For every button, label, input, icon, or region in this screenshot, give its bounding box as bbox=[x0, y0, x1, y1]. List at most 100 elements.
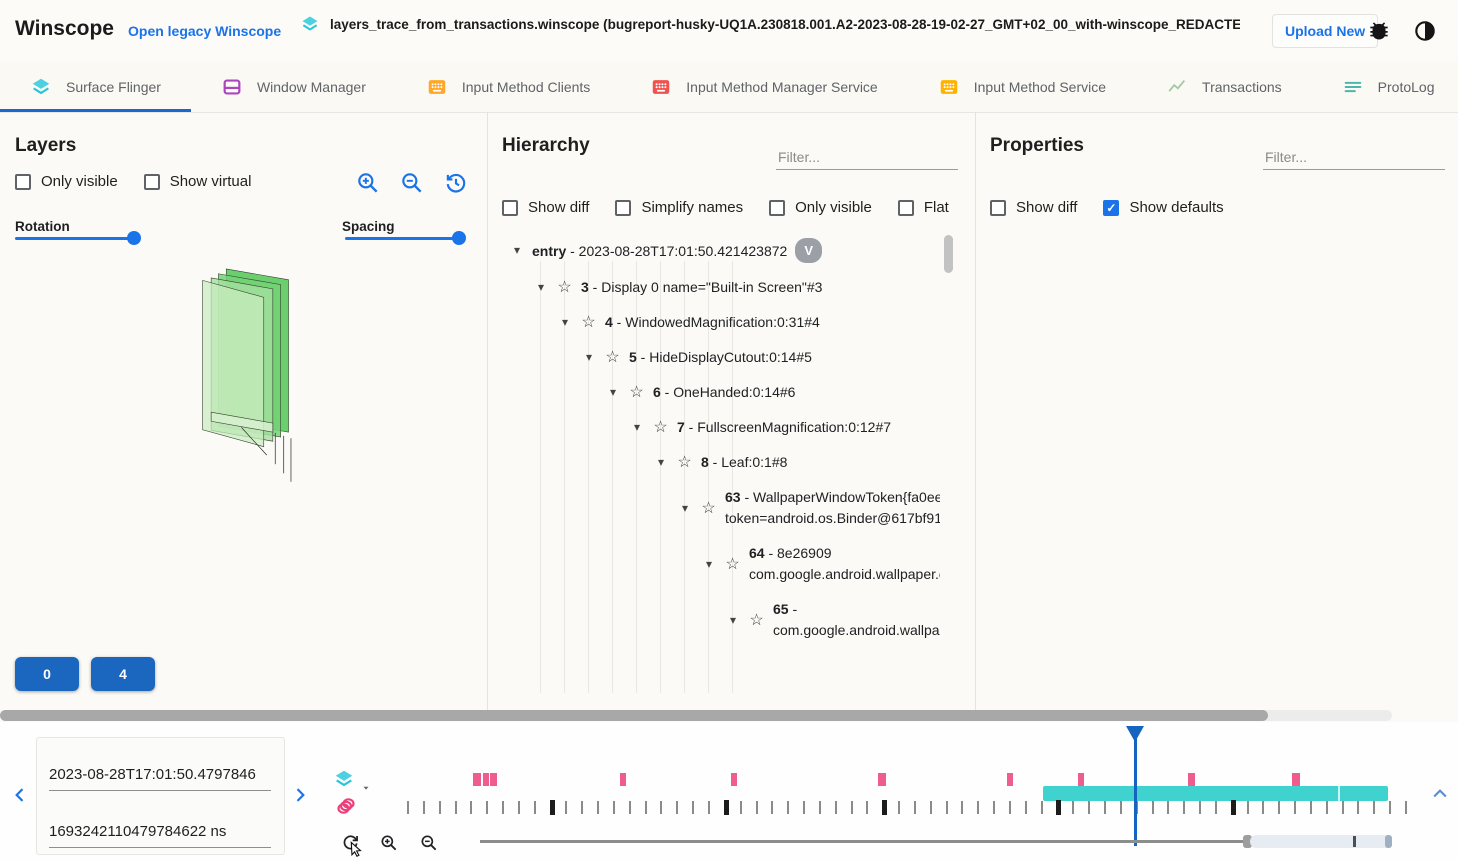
tree-node-entry[interactable]: ▾ entry - 2023-08-28T17:01:50.421423872 V bbox=[502, 231, 940, 270]
trace-entry-tick[interactable] bbox=[1025, 801, 1027, 814]
trace-entry-tick[interactable] bbox=[550, 800, 555, 815]
properties-filter-input[interactable] bbox=[1263, 145, 1445, 170]
timeline-cursor-head[interactable] bbox=[1126, 726, 1144, 742]
report-bug-icon[interactable] bbox=[1366, 18, 1392, 44]
trace-entry-tick[interactable] bbox=[898, 801, 900, 814]
layer-id-button-0[interactable]: 0 bbox=[15, 657, 79, 691]
expand-caret-icon[interactable]: ▾ bbox=[657, 455, 665, 469]
range-track[interactable] bbox=[1250, 835, 1392, 848]
tree-node-4[interactable]: ▾ ☆ 4 - WindowedMagnification:0:31#4 bbox=[502, 305, 940, 340]
trace-entry-tick[interactable] bbox=[787, 801, 789, 814]
open-legacy-link[interactable]: Open legacy Winscope bbox=[128, 23, 282, 39]
transitions-trace-icon[interactable] bbox=[334, 794, 358, 818]
zoom-in-icon[interactable] bbox=[355, 170, 381, 196]
tree-node-63[interactable]: ▾ ☆ 63 - WallpaperWindowToken{fa0eef6 toke… bbox=[502, 480, 940, 536]
trace-entry-tick[interactable] bbox=[740, 801, 742, 814]
trace-entry-tick[interactable] bbox=[1231, 800, 1236, 815]
trace-entry-tick[interactable] bbox=[455, 801, 457, 814]
checkbox-only-visible[interactable]: Only visible bbox=[769, 199, 872, 216]
trace-entry-tick[interactable] bbox=[803, 801, 805, 814]
expand-caret-icon[interactable]: ▾ bbox=[513, 243, 521, 257]
trace-entry-tick[interactable] bbox=[1262, 801, 1264, 814]
layers-trace-icon[interactable] bbox=[333, 768, 355, 790]
checkbox-show-virtual[interactable]: Show virtual bbox=[143, 173, 251, 190]
transition-marker[interactable] bbox=[1292, 773, 1300, 786]
upload-new-button[interactable]: Upload New bbox=[1272, 14, 1379, 48]
layers-trace-segment[interactable] bbox=[1043, 786, 1388, 801]
rotation-slider-thumb[interactable] bbox=[127, 231, 141, 245]
trace-entry-tick[interactable] bbox=[1405, 801, 1407, 814]
expand-caret-icon[interactable]: ▾ bbox=[705, 556, 713, 571]
tab-transactions[interactable]: Transactions bbox=[1136, 62, 1312, 112]
trace-entry-tick[interactable] bbox=[439, 801, 441, 814]
transition-marker[interactable] bbox=[483, 773, 489, 786]
checkbox-flat[interactable]: Flat bbox=[897, 199, 949, 216]
pin-star-icon[interactable]: ☆ bbox=[701, 499, 716, 517]
checkbox-box[interactable] bbox=[143, 173, 160, 190]
layers-3d-view[interactable]: ScreenDecorHwcOverlay#62NavigationBar0#8… bbox=[0, 255, 487, 860]
checkbox-box[interactable] bbox=[502, 199, 518, 216]
range-handle-right[interactable] bbox=[1385, 835, 1392, 848]
checkbox-only-visible[interactable]: Only visible bbox=[15, 173, 118, 190]
trace-entry-tick[interactable] bbox=[1294, 801, 1296, 814]
tree-node-7[interactable]: ▾ ☆ 7 - FullscreenMagnification:0:12#7 bbox=[502, 410, 940, 445]
tab-input-method-clients[interactable]: Input Method Clients bbox=[396, 62, 620, 112]
tree-node-8[interactable]: ▾ ☆ 8 - Leaf:0:1#8 bbox=[502, 445, 940, 480]
trace-entry-tick[interactable] bbox=[851, 801, 853, 814]
spacing-slider-thumb[interactable] bbox=[452, 231, 466, 245]
trace-entry-tick[interactable] bbox=[914, 801, 916, 814]
checkbox-box[interactable] bbox=[615, 199, 632, 216]
prev-entry-icon[interactable] bbox=[10, 785, 30, 805]
expand-caret-icon[interactable]: ▾ bbox=[729, 612, 737, 627]
expand-caret-icon[interactable]: ▾ bbox=[561, 315, 569, 329]
trace-select-caret-icon[interactable] bbox=[360, 780, 372, 790]
timeline-zoom-in-icon[interactable] bbox=[379, 833, 399, 853]
range-handle-left[interactable] bbox=[1243, 835, 1252, 848]
tree-node-3[interactable]: ▾ ☆ 3 - Display 0 name="Built-in Screen"#3 bbox=[502, 270, 940, 305]
tab-input-method-service[interactable]: Input Method Service bbox=[908, 62, 1136, 112]
trace-entry-tick[interactable] bbox=[534, 801, 536, 814]
trace-entry-tick[interactable] bbox=[1326, 801, 1328, 814]
timeline-range-line[interactable] bbox=[480, 840, 1243, 843]
tab-input-method-manager-service[interactable]: Input Method Manager Service bbox=[620, 62, 907, 112]
pin-star-icon[interactable]: ☆ bbox=[557, 279, 572, 296]
next-entry-icon[interactable] bbox=[290, 785, 310, 805]
trace-entry-tick[interactable] bbox=[1120, 801, 1122, 814]
trace-entry-tick[interactable] bbox=[1247, 801, 1249, 814]
trace-entry-tick[interactable] bbox=[1278, 801, 1280, 814]
trace-entry-tick[interactable] bbox=[1056, 800, 1061, 815]
tree-node-65[interactable]: ▾ ☆ 65 - com.google.android.wallpaper.effe… bbox=[502, 592, 940, 648]
expand-caret-icon[interactable]: ▾ bbox=[585, 350, 593, 364]
timestamp-human-field[interactable]: 2023-08-28T17:01:50.4797846 bbox=[49, 766, 271, 791]
rotation-slider[interactable] bbox=[15, 231, 141, 245]
transition-marker[interactable] bbox=[1078, 773, 1084, 786]
trace-entry-tick[interactable] bbox=[1072, 801, 1074, 814]
transition-marker[interactable] bbox=[473, 773, 481, 786]
pin-star-icon[interactable]: ☆ bbox=[677, 454, 692, 471]
trace-entry-tick[interactable] bbox=[613, 801, 615, 814]
trace-entry-tick[interactable] bbox=[1152, 801, 1154, 814]
pin-star-icon[interactable]: ☆ bbox=[653, 419, 668, 436]
trace-entry-tick[interactable] bbox=[1009, 801, 1011, 814]
trace-entry-tick[interactable] bbox=[1041, 801, 1043, 814]
hierarchy-scrollbar-thumb[interactable] bbox=[944, 235, 953, 273]
checkbox-box[interactable] bbox=[897, 199, 914, 216]
trace-entry-tick[interactable] bbox=[1104, 801, 1106, 814]
trace-entry-tick[interactable] bbox=[1199, 801, 1201, 814]
collapse-timeline-icon[interactable] bbox=[1430, 784, 1450, 804]
trace-entry-tick[interactable] bbox=[1183, 801, 1185, 814]
trace-entry-tick[interactable] bbox=[692, 801, 694, 814]
trace-entry-tick[interactable] bbox=[629, 801, 631, 814]
trace-entry-tick[interactable] bbox=[866, 801, 868, 814]
hscrollbar-thumb[interactable] bbox=[0, 710, 1268, 721]
trace-entry-tick[interactable] bbox=[819, 801, 821, 814]
trace-entry-tick[interactable] bbox=[565, 801, 567, 814]
checkbox-box[interactable] bbox=[769, 199, 786, 216]
timeline-cursor[interactable] bbox=[1134, 730, 1137, 846]
dark-mode-toggle-icon[interactable] bbox=[1412, 18, 1438, 44]
trace-entry-tick[interactable] bbox=[961, 801, 963, 814]
trace-entry-tick[interactable] bbox=[1342, 801, 1344, 814]
trace-entry-tick[interactable] bbox=[1389, 801, 1391, 814]
transition-marker[interactable] bbox=[490, 773, 497, 786]
tab-window-manager[interactable]: Window Manager bbox=[191, 62, 396, 112]
